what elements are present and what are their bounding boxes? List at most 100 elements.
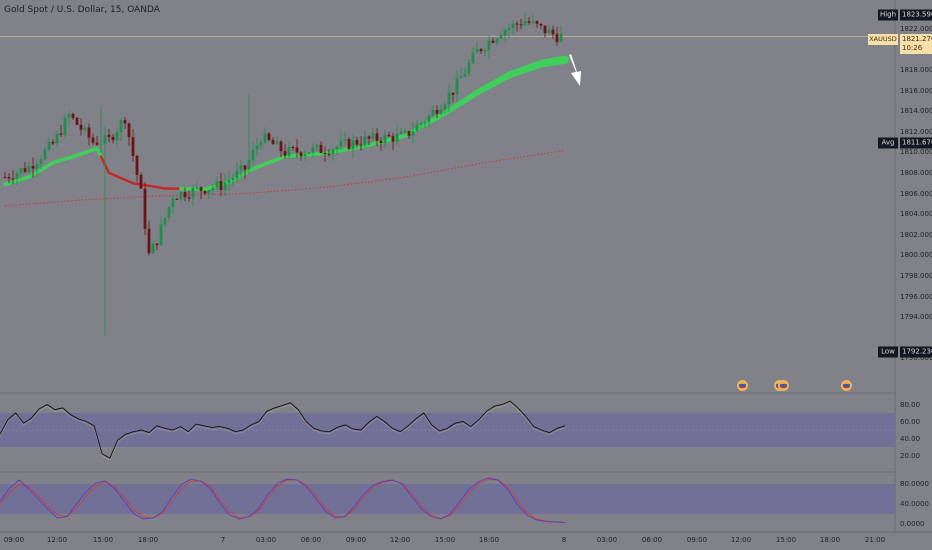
candle-body	[39, 159, 43, 164]
candle-body	[375, 133, 379, 141]
candle-body	[327, 153, 331, 155]
fast-ema-ribbon	[3, 55, 570, 192]
candle-body	[207, 190, 211, 194]
price-tick-label: 1802.000	[900, 230, 932, 239]
time-tick-label: 21:00	[864, 536, 886, 544]
down-arrow-icon	[569, 54, 581, 86]
candle-body	[135, 155, 139, 175]
candle-body	[323, 152, 327, 154]
candle-body	[371, 133, 375, 139]
us-flag-event-icon[interactable]	[778, 380, 789, 391]
price-tick-label: 1790.000	[900, 354, 932, 363]
candle-body	[367, 136, 371, 139]
candle-body	[171, 198, 175, 207]
candle-body	[115, 132, 119, 141]
price-tick-label: 1796.000	[900, 292, 932, 301]
candle-body	[395, 133, 399, 142]
time-tick-label: 15:00	[434, 536, 456, 544]
candle-body	[63, 117, 67, 135]
candle-body	[427, 115, 431, 122]
candle-body	[43, 149, 47, 160]
candle-body	[147, 228, 151, 254]
candle-body	[443, 104, 447, 110]
candle-body	[555, 34, 559, 42]
candle-body	[175, 198, 179, 200]
candle-body	[103, 134, 107, 144]
candle-body	[107, 134, 111, 137]
candle-body	[83, 127, 87, 130]
candle-body	[467, 62, 471, 74]
candle-body	[287, 147, 291, 156]
chart-title: Gold Spot / U.S. Dollar, 15, OANDA	[4, 5, 160, 15]
candle-body	[391, 136, 395, 142]
rsi-signal-line	[0, 402, 566, 461]
candle-body	[535, 21, 539, 24]
time-tick-label: 09:00	[345, 536, 367, 544]
candle-body	[439, 109, 443, 114]
time-tick-label: 8	[561, 536, 567, 544]
candle-body	[15, 173, 19, 179]
current-price-box: 1821.270 10:26	[900, 34, 932, 54]
stochastic-band	[0, 484, 895, 514]
candle-body	[543, 25, 547, 34]
candle-body	[471, 52, 475, 63]
candle-body	[99, 143, 103, 145]
candle-body	[67, 113, 71, 118]
candlestick-series[interactable]	[3, 12, 563, 336]
candle-body	[503, 30, 507, 36]
price-tick-label: 1816.000	[900, 86, 932, 95]
candle-body	[455, 77, 459, 95]
candle-body	[279, 141, 283, 152]
candle-body	[259, 142, 263, 146]
time-tick-label: 09:00	[3, 536, 25, 544]
candle-body	[263, 133, 267, 143]
candle-body	[219, 181, 223, 191]
candle-body	[95, 142, 99, 145]
time-tick-label: 15:00	[92, 536, 114, 544]
time-tick-label: 18:00	[137, 536, 159, 544]
us-flag-event-icon[interactable]	[841, 380, 852, 391]
candle-body	[383, 134, 387, 143]
candle-body	[155, 243, 159, 246]
candle-body	[451, 92, 455, 95]
candle-body	[235, 170, 239, 179]
stochastic-k-line	[0, 477, 566, 523]
high-value: 1823.590	[900, 9, 932, 21]
stochastic-tick-label: 80.0000	[900, 480, 929, 488]
candle-body	[283, 151, 287, 156]
candle-body	[295, 147, 299, 153]
rsi-tick-label: 80.00	[900, 400, 921, 409]
candle-body	[23, 168, 27, 172]
candle-body	[515, 23, 519, 25]
candle-body	[447, 92, 451, 105]
candle-body	[187, 197, 191, 199]
candle-body	[415, 124, 419, 132]
candle-body	[223, 182, 227, 191]
candle-body	[331, 149, 335, 155]
candle-body	[299, 152, 303, 157]
candle-body	[459, 76, 463, 78]
candle-body	[71, 113, 75, 118]
candle-body	[527, 20, 531, 23]
candle-body	[483, 50, 487, 52]
candle-body	[163, 217, 167, 225]
stochastic-tick-label: 0.0000	[900, 520, 925, 528]
candle-body	[123, 120, 127, 124]
avg-label: Avg	[878, 137, 898, 149]
rsi-line	[0, 400, 566, 459]
candle-body	[179, 192, 183, 200]
candle-body	[319, 144, 323, 153]
rsi-indicator-pane[interactable]	[0, 400, 895, 461]
slow-moving-average-line	[4, 149, 566, 207]
candle-body	[159, 224, 163, 246]
candle-body	[359, 144, 363, 146]
candle-body	[215, 181, 219, 188]
price-tick-label: 1794.000	[900, 313, 932, 322]
rsi-tick-label: 60.00	[900, 417, 921, 426]
candle-body	[3, 177, 7, 179]
stochastic-indicator-pane[interactable]	[0, 477, 895, 523]
candle-body	[127, 123, 131, 138]
avg-value: 1811.670	[900, 137, 932, 149]
us-flag-event-icon[interactable]	[737, 380, 748, 391]
